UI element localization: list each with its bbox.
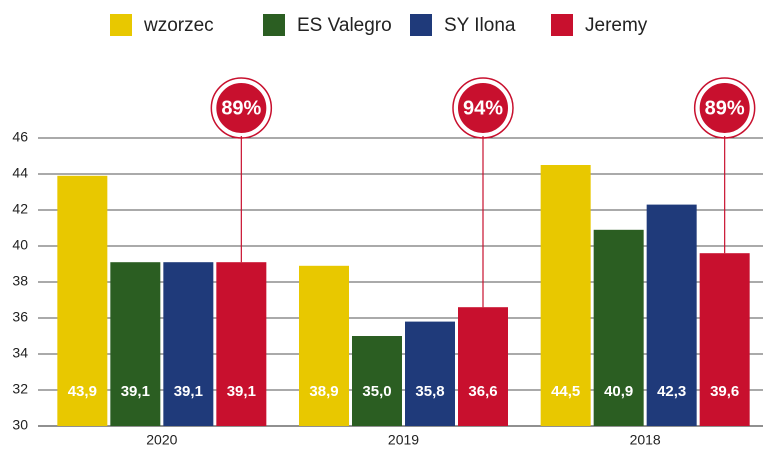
value-label: 39,1 — [121, 383, 150, 400]
bar — [110, 262, 161, 426]
value-label: 36,6 — [468, 383, 497, 400]
bar — [458, 307, 508, 426]
value-label: 39,1 — [227, 383, 256, 400]
annotation-ring — [693, 77, 756, 139]
y-tick-label: 46 — [12, 129, 28, 145]
value-label: 44,5 — [551, 383, 580, 400]
bar — [646, 204, 697, 426]
annotation-circle — [214, 81, 269, 135]
bar — [57, 175, 108, 426]
annotation-circle — [456, 81, 510, 135]
legend-swatch — [263, 14, 285, 36]
legend-swatch — [410, 14, 432, 36]
annotation-ring — [452, 77, 514, 139]
legend-label: Jeremy — [585, 15, 648, 36]
value-label: 42,3 — [657, 383, 686, 400]
y-tick-label: 42 — [12, 201, 28, 217]
legend-swatch — [551, 14, 573, 36]
x-tick-label: 2020 — [146, 432, 177, 448]
y-tick-label: 30 — [12, 417, 28, 433]
y-tick-label: 36 — [12, 309, 28, 325]
bar — [699, 253, 750, 426]
annotation-label: 89% — [705, 97, 745, 119]
bar — [540, 165, 591, 426]
x-tick-label: 2018 — [630, 432, 661, 448]
y-tick-label: 44 — [12, 165, 28, 181]
y-tick-label: 32 — [12, 381, 28, 397]
annotation-label: 89% — [221, 97, 261, 119]
value-label: 43,9 — [68, 383, 97, 400]
bar — [299, 265, 349, 426]
bar — [163, 262, 214, 426]
legend-swatch — [110, 14, 132, 36]
annotation-circle — [697, 81, 752, 135]
legend-label: SY Ilona — [444, 15, 516, 36]
value-label: 39,1 — [174, 383, 203, 400]
value-label: 38,9 — [309, 383, 338, 400]
value-label: 35,8 — [415, 383, 444, 400]
annotation-label: 94% — [463, 97, 503, 119]
bar — [352, 336, 402, 426]
y-tick-label: 34 — [12, 345, 28, 361]
annotation-ring — [210, 77, 273, 139]
bar — [405, 321, 455, 426]
value-label: 35,0 — [362, 383, 391, 400]
y-tick-label: 38 — [12, 273, 28, 289]
legend-label: wzorzec — [143, 15, 214, 36]
y-tick-label: 40 — [12, 237, 28, 253]
legend-label: ES Valegro — [297, 15, 392, 36]
x-tick-label: 2019 — [388, 432, 419, 448]
bar — [216, 262, 267, 426]
bar — [593, 229, 644, 426]
value-label: 39,6 — [710, 383, 739, 400]
value-label: 40,9 — [604, 383, 633, 400]
